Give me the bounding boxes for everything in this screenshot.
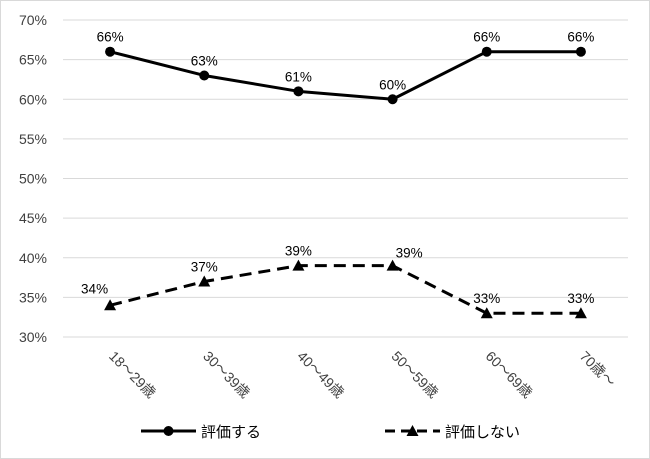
x-tick-label: 30～39歳	[200, 348, 253, 401]
data-label: 63%	[191, 53, 218, 68]
y-tick-label: 45%	[19, 210, 47, 226]
y-tick-label: 50%	[19, 171, 47, 187]
data-label: 66%	[473, 30, 500, 45]
y-tick-label: 60%	[19, 91, 47, 107]
data-point-marker	[293, 86, 304, 97]
legend-marker	[406, 425, 419, 436]
x-tick-label: 18～29歳	[106, 348, 159, 401]
y-tick-label: 70%	[19, 12, 47, 28]
y-tick-label: 30%	[19, 329, 47, 345]
data-label: 37%	[191, 260, 218, 275]
data-label: 66%	[97, 30, 124, 45]
series-group: 66% 63% 61% 60% 66% 66% 34% 37% 39% 39% 33% 33%	[81, 30, 594, 319]
x-tick-label: 50～59歳	[388, 348, 441, 401]
data-point-marker	[199, 70, 210, 81]
data-point-marker	[292, 259, 305, 271]
y-tick-label: 55%	[19, 131, 47, 147]
data-point-marker	[104, 299, 117, 311]
data-label: 33%	[567, 291, 594, 306]
gridlines	[63, 19, 628, 338]
data-label: 39%	[285, 244, 312, 259]
data-point-marker	[387, 94, 398, 105]
y-tick-label: 65%	[19, 52, 47, 68]
data-point-marker	[105, 46, 116, 57]
y-tick-label: 40%	[19, 250, 47, 266]
series-1: 66% 63% 61% 60% 66% 66%	[97, 30, 594, 105]
series-line	[109, 264, 581, 315]
legend-item-1: 評価する	[141, 424, 261, 441]
data-label: 66%	[567, 30, 594, 45]
data-point-marker	[386, 259, 399, 271]
legend-label: 評価しない	[445, 424, 520, 441]
legend-label: 評価する	[201, 424, 261, 441]
x-tick-label: 70歳～	[577, 348, 619, 390]
data-point-marker	[481, 46, 492, 57]
data-label: 33%	[473, 291, 500, 306]
data-label: 39%	[396, 246, 423, 261]
x-tick-label: 40～49歳	[294, 348, 347, 401]
y-axis-tick-labels: 30% 35% 40% 45% 50% 55% 60% 65% 70%	[19, 12, 47, 345]
series-2: 34% 37% 39% 39% 33% 33%	[81, 244, 594, 319]
y-tick-label: 35%	[19, 289, 47, 305]
data-label: 61%	[285, 69, 312, 84]
x-tick-label: 60～69歳	[483, 348, 536, 401]
series-line	[109, 50, 581, 101]
legend-item-2: 評価しない	[385, 424, 520, 441]
legend: 評価する 評価しない	[141, 424, 520, 441]
data-label: 34%	[81, 281, 108, 296]
legend-marker	[163, 426, 174, 436]
data-point-marker	[574, 307, 587, 319]
data-point-marker	[575, 46, 586, 57]
x-axis-tick-labels: 18～29歳 30～39歳 40～49歳 50～59歳 60～69歳 70歳～	[106, 348, 619, 401]
data-point-marker	[480, 307, 493, 319]
data-point-marker	[198, 275, 211, 287]
data-label: 60%	[379, 77, 406, 92]
